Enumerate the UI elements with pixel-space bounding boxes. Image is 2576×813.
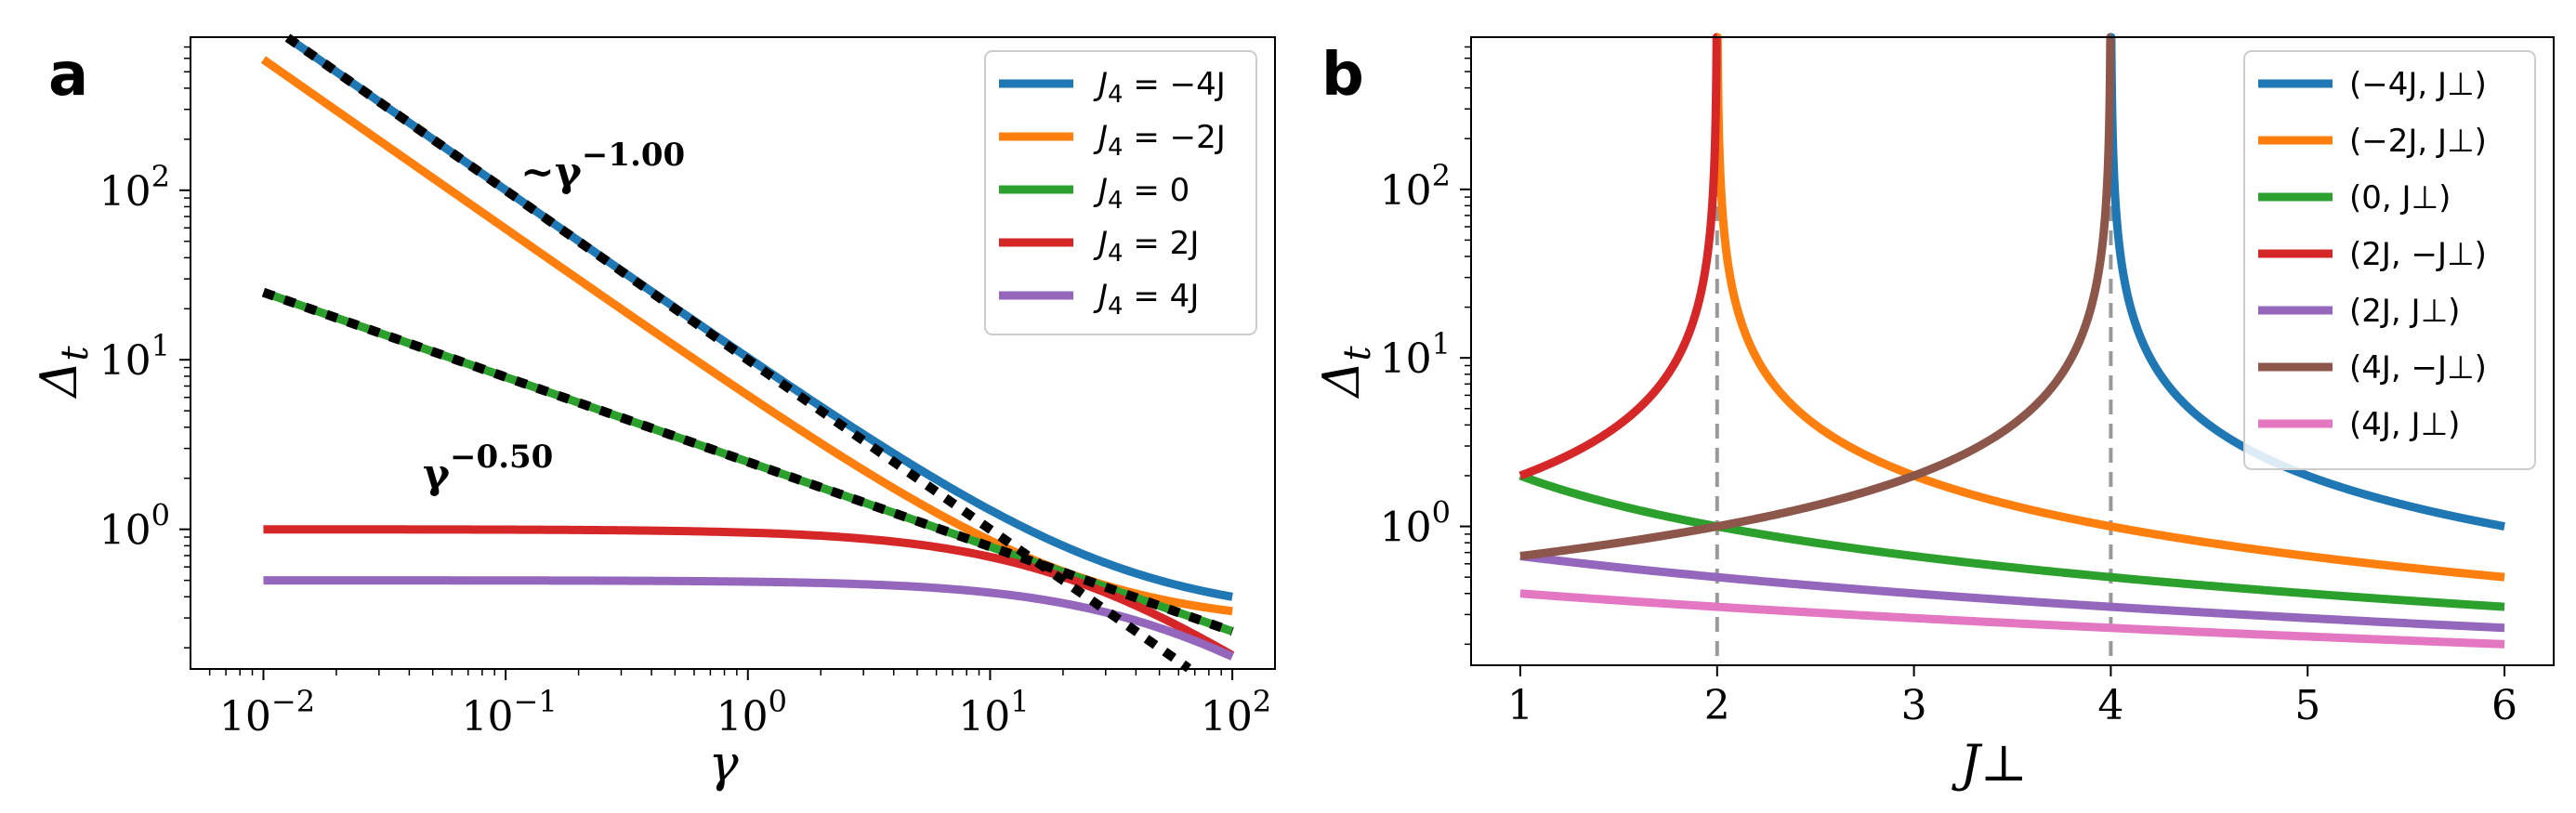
- x-tick-label-exponent: −1: [514, 684, 558, 719]
- series-line-J4-2J: [263, 525, 1235, 660]
- x-tick-label-base: 10: [1201, 693, 1253, 741]
- a-ylabel-main: Δ: [30, 361, 88, 400]
- x-tick-label: 101: [958, 684, 1029, 741]
- series-line-J4-4J: [263, 576, 1234, 661]
- x-tick-label-exponent: 1: [1010, 684, 1029, 719]
- annotation-fit-1-exponent: −1.00: [582, 137, 685, 174]
- b-ylabel-main: Δ: [1312, 361, 1371, 400]
- legend-entry: J4 = −2J: [1093, 119, 1226, 162]
- annotation-fit-1-base: ~γ: [520, 149, 583, 196]
- x-tick-label: 100: [716, 684, 787, 741]
- annotation-fit-1: ~γ−1.00: [520, 137, 685, 196]
- fit-line-1: [284, 33, 1192, 673]
- y-tick-label: 101: [1380, 326, 1451, 383]
- legend-entry-rest: = −2J: [1124, 119, 1226, 156]
- legend-entry: (4J, −J⊥): [2349, 349, 2487, 387]
- panel-a-y-axis-label: Δt: [30, 346, 97, 400]
- y-tick-label-exponent: 1: [1432, 326, 1451, 361]
- panel-b-axes-frame: [1470, 36, 2555, 666]
- panel-label-b: b: [1321, 41, 1364, 110]
- x-tick-label-base: 10: [716, 693, 769, 741]
- annotation-fit-2-base: γ: [423, 451, 451, 498]
- x-tick-label-exponent: 0: [769, 684, 787, 719]
- panel-b-legend: (−4J, J⊥) (−2J, J⊥) (0, J⊥) (2J, −J⊥) (2J, J…: [2243, 50, 2536, 470]
- panel-label-a: a: [48, 41, 88, 110]
- series-line--4J-J-: [2106, 33, 2507, 531]
- panel-a-fit-lines: [261, 33, 1234, 673]
- panel-a-x-axis-label: γ: [708, 734, 739, 793]
- x-tick-label: 2: [1704, 682, 1730, 729]
- y-tick-label-base: 10: [99, 507, 151, 555]
- y-tick-label: 102: [1380, 158, 1451, 215]
- legend-entry: (2J, −J⊥): [2349, 236, 2487, 273]
- panel-b-series: [1517, 33, 2507, 649]
- legend-entry-sub: 4: [1108, 81, 1124, 109]
- x-tick-label-base: 10: [462, 693, 514, 741]
- series-line--2J-J-: [1517, 33, 1722, 480]
- legend-entry: (4J, J⊥): [2349, 406, 2460, 443]
- a-ylabel-subscript: t: [54, 346, 97, 361]
- x-tick-label: 102: [1201, 684, 1271, 741]
- x-tick-label: 1: [1507, 682, 1533, 729]
- panel-a-axes-frame: [190, 36, 1276, 670]
- legend-entry-rest: = 2J: [1124, 225, 1200, 262]
- legend-entry: (2J, J⊥): [2349, 293, 2460, 330]
- legend-entry-sub: 4: [1108, 187, 1124, 215]
- legend-entry-rest: = 0: [1124, 172, 1190, 209]
- y-tick-label: 100: [99, 498, 170, 555]
- y-tick-label: 101: [99, 328, 170, 385]
- y-tick-label: 102: [99, 159, 170, 216]
- x-tick-label: 4: [2097, 682, 2123, 729]
- x-tick-label: 5: [2294, 682, 2320, 729]
- legend-entry: J4 = 0: [1093, 172, 1189, 215]
- fit-line-2: [261, 287, 1234, 636]
- annotation-fit-2-exponent: −0.50: [450, 439, 553, 476]
- legend-frame: [984, 50, 1257, 335]
- legend-entry-sub: 4: [1108, 293, 1124, 321]
- annotation-fit-2: γ−0.50: [423, 439, 553, 498]
- series-line--2J-J-: [1518, 552, 2506, 633]
- series-line-J4-4J: [284, 33, 1233, 601]
- legend-entry-sub: 4: [1108, 134, 1124, 162]
- y-tick-label-exponent: 2: [1432, 158, 1451, 193]
- y-tick-label: 100: [1380, 495, 1451, 552]
- b-ylabel-subscript: t: [1336, 346, 1379, 361]
- legend-entry-rest: = −4J: [1124, 66, 1226, 103]
- x-tick-label-base: 10: [958, 693, 1010, 741]
- x-tick-label: 10−2: [219, 684, 315, 741]
- y-tick-label-exponent: 0: [151, 498, 170, 533]
- panel-b-y-axis-label: Δt: [1312, 346, 1379, 400]
- y-tick-label-exponent: 2: [151, 159, 170, 194]
- y-tick-label-base: 10: [99, 168, 151, 216]
- x-tick-label-exponent: 2: [1253, 684, 1271, 719]
- x-tick-label: 10−1: [462, 684, 558, 741]
- x-tick-label: 6: [2491, 682, 2517, 729]
- legend-entry: (−2J, J⊥): [2349, 123, 2487, 160]
- legend-entry: (0, J⊥): [2349, 179, 2451, 216]
- legend-entry-rest: = 4J: [1124, 278, 1200, 315]
- y-tick-label-base: 10: [1380, 505, 1432, 552]
- x-tick-label: 3: [1901, 682, 1927, 729]
- y-tick-label-base: 10: [1380, 335, 1432, 383]
- x-tick-label-exponent: −2: [271, 684, 315, 719]
- y-tick-label-base: 10: [99, 337, 151, 385]
- legend-entry: (−4J, J⊥): [2349, 66, 2487, 103]
- y-tick-label-exponent: 0: [1432, 495, 1451, 531]
- panel-b-x-axis-label: J⊥: [1951, 734, 2027, 793]
- series-line--4J-J-: [1518, 589, 2506, 649]
- y-tick-label-exponent: 1: [151, 328, 170, 363]
- x-tick-label-base: 10: [219, 693, 271, 741]
- y-tick-label-base: 10: [1380, 167, 1432, 215]
- legend-entry-sub: 4: [1108, 240, 1124, 268]
- series-line--4J-J-: [1518, 33, 2115, 560]
- series-line--0-J-: [1518, 471, 2506, 611]
